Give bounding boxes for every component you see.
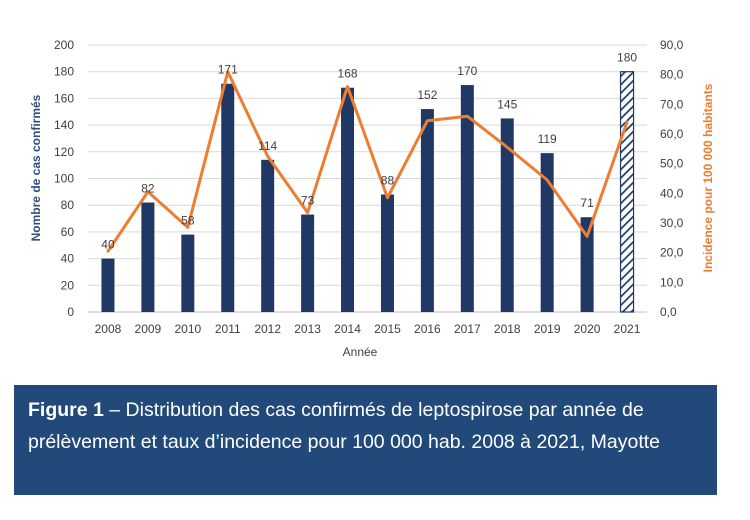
- x-tick-label: 2021: [614, 322, 641, 336]
- x-axis-title: Année: [343, 345, 378, 359]
- bar: [141, 202, 155, 312]
- y2-tick-label: 80,0: [660, 68, 684, 82]
- bar: [380, 194, 394, 312]
- y-tick-label: 200: [54, 38, 74, 52]
- bar-data-label: 171: [218, 63, 238, 77]
- y-tick-label: 40: [61, 252, 75, 266]
- bar-data-label: 152: [417, 88, 437, 102]
- x-tick-label: 2016: [414, 322, 441, 336]
- y-axis-right-title: Incidence pour 100 000 habitants: [701, 83, 715, 272]
- bar: [341, 87, 355, 312]
- y2-tick-label: 70,0: [660, 97, 684, 111]
- bar: [580, 217, 594, 312]
- y-axis-right-ticks: 0,0 10,0 20,0 30,0 40,0 50,0 60,0 70,0 80,0 90,0: [660, 38, 684, 319]
- bar-data-label: 145: [497, 97, 517, 111]
- x-tick-label: 2017: [454, 322, 481, 336]
- bar: [101, 258, 115, 312]
- bar-data-labels: 40 82 58 171 114 73 168 88 152 170 145 119 71 180: [101, 51, 637, 252]
- bar: [540, 153, 554, 312]
- y2-tick-label: 20,0: [660, 246, 684, 260]
- y2-tick-label: 40,0: [660, 186, 684, 200]
- bar-data-label: 73: [301, 194, 315, 208]
- bar-data-label: 170: [457, 64, 477, 78]
- bar-series: [101, 71, 635, 313]
- bar-data-label: 71: [580, 196, 594, 210]
- y-tick-label: 180: [54, 65, 74, 79]
- bar-data-label: 82: [141, 182, 155, 196]
- x-tick-label: 2014: [334, 322, 361, 336]
- x-tick-label: 2018: [494, 322, 521, 336]
- x-tick-label: 2020: [574, 322, 601, 336]
- y2-tick-label: 90,0: [660, 38, 684, 52]
- gridlines: [88, 44, 647, 313]
- bar: [261, 159, 275, 312]
- bar-data-label: 40: [101, 238, 115, 252]
- x-tick-label: 2019: [534, 322, 561, 336]
- y-tick-label: 80: [61, 198, 75, 212]
- x-tick-label: 2010: [174, 322, 201, 336]
- x-axis-ticks: 2008 2009 2010 2011 2012 2013 2014 2015 2016 2017…: [95, 322, 641, 336]
- x-tick-label: 2013: [294, 322, 321, 336]
- y-tick-label: 20: [61, 278, 75, 292]
- chart-svg: 0 20 40 60 80 100 120 140 160 180 200 0,0 10,0 20,0 3…: [29, 38, 715, 359]
- y2-tick-label: 10,0: [660, 275, 684, 289]
- y2-tick-label: 0,0: [660, 305, 677, 319]
- y-tick-label: 100: [54, 172, 74, 186]
- x-tick-label: 2011: [215, 322, 241, 336]
- y-axis-left-ticks: 0 20 40 60 80 100 120 140 160 180 200: [54, 38, 74, 319]
- x-tick-label: 2012: [254, 322, 281, 336]
- bar-data-label: 58: [181, 214, 195, 228]
- y2-tick-label: 60,0: [660, 127, 684, 141]
- bar: [301, 214, 315, 312]
- y-tick-label: 160: [54, 91, 74, 105]
- x-tick-label: 2008: [95, 322, 122, 336]
- bar-data-label: 88: [381, 174, 395, 188]
- y-tick-label: 140: [54, 118, 74, 132]
- incidence-line: [106, 70, 629, 253]
- caption-label: Figure 1: [28, 399, 104, 421]
- figure-caption: Figure 1 – Distribution des cas confirmé…: [14, 385, 717, 495]
- y2-tick-label: 50,0: [660, 157, 684, 171]
- bar-data-label: 114: [258, 139, 277, 153]
- bar: [460, 85, 474, 312]
- bar: [420, 109, 434, 312]
- y-tick-label: 60: [61, 225, 75, 239]
- x-tick-label: 2015: [374, 322, 401, 336]
- x-tick-label: 2009: [135, 322, 162, 336]
- bar-data-label: 180: [617, 51, 637, 65]
- y-tick-label: 0: [67, 305, 74, 319]
- bar-data-label: 168: [338, 67, 358, 81]
- caption-text: – Distribution des cas confirmés de lept…: [28, 399, 661, 453]
- bar: [221, 83, 235, 312]
- bar: [181, 234, 195, 312]
- chart: 0 20 40 60 80 100 120 140 160 180 200 0,0 10,0 20,0 3…: [29, 38, 715, 359]
- y-tick-label: 120: [54, 145, 74, 159]
- bar-hatched: [619, 71, 635, 313]
- incidence-line-series: [106, 70, 629, 253]
- y-axis-left-title: Nombre de cas confirmés: [29, 94, 43, 241]
- bar: [500, 118, 514, 312]
- bar-data-label: 119: [538, 132, 557, 146]
- y2-tick-label: 30,0: [660, 216, 684, 230]
